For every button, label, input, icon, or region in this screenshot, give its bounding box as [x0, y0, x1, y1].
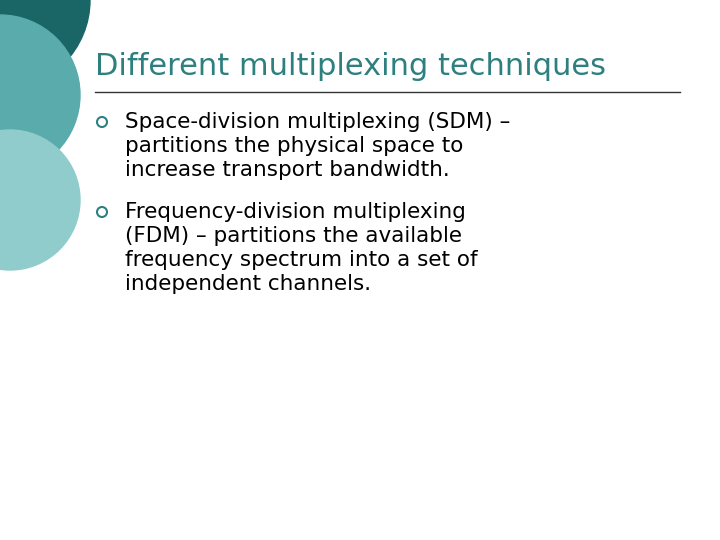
Circle shape [0, 0, 90, 90]
Text: Space-division multiplexing (SDM) –: Space-division multiplexing (SDM) – [125, 112, 510, 132]
Text: frequency spectrum into a set of: frequency spectrum into a set of [125, 250, 477, 270]
Circle shape [0, 15, 80, 175]
Circle shape [0, 130, 80, 270]
Text: partitions the physical space to: partitions the physical space to [125, 136, 464, 156]
Text: increase transport bandwidth.: increase transport bandwidth. [125, 160, 450, 180]
Text: (FDM) – partitions the available: (FDM) – partitions the available [125, 226, 462, 246]
Text: Frequency-division multiplexing: Frequency-division multiplexing [125, 202, 466, 222]
Text: Different multiplexing techniques: Different multiplexing techniques [95, 52, 606, 81]
Text: independent channels.: independent channels. [125, 274, 371, 294]
